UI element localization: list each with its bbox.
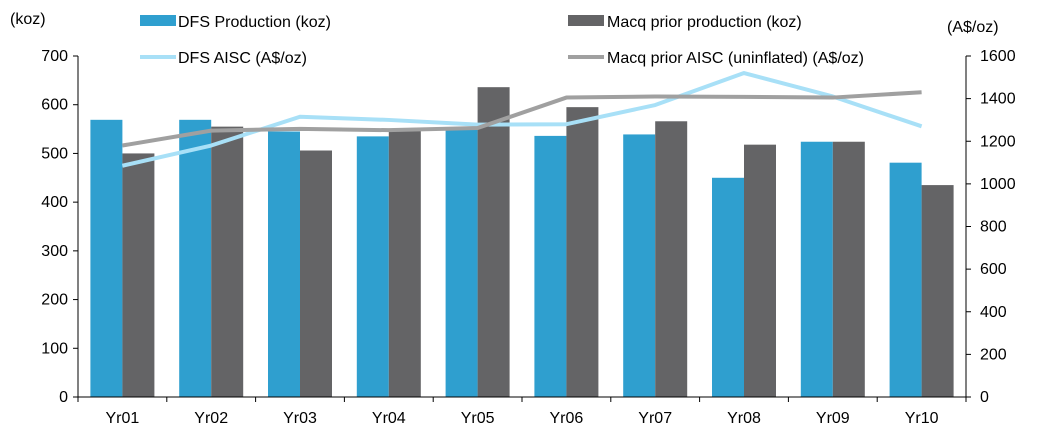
left-axis-label: (koz) [10,11,46,28]
bar-dfs-production-yr03 [268,131,300,397]
left-tick-label: 100 [41,340,68,357]
left-tick-label: 400 [41,194,68,211]
legend-swatch-dfs-production [140,15,176,26]
left-tick-label: 600 [41,97,68,114]
bar-macq-production-yr06 [566,107,599,398]
legend-label-dfs-aisc: DFS AISC (A$/oz) [178,50,307,67]
left-tick-label: 300 [41,243,68,260]
right-tick-label: 1000 [980,176,1016,193]
x-tick-label-yr07: Yr07 [638,410,672,427]
plot-area: 0 100 200 300 400 500 600 700 0 200 400 600 800 1000 1… [41,48,1015,427]
bar-dfs-production-yr01 [90,119,123,398]
x-tick-label-yr04: Yr04 [372,410,406,427]
line-macq-aisc [122,90,922,148]
left-tick-label: 200 [41,292,68,309]
bar-dfs-production-yr07 [623,134,656,397]
legend-label-macq-aisc: Macq prior AISC (uninflated) (A$/oz) [607,50,864,67]
right-tick-label: 600 [980,261,1007,278]
left-tick-label: 0 [59,389,68,406]
bar-macq-production-yr07 [655,121,688,397]
bar-dfs-production-yr08 [712,177,744,397]
legend-swatch-macq-production [568,15,604,26]
x-tick-label-yr10: Yr10 [905,410,939,427]
right-tick-label: 400 [980,304,1007,321]
bar-macq-production-yr04 [388,129,421,398]
x-tick-label-yr03: Yr03 [283,410,317,427]
bar-macq-production-yr03 [300,150,332,397]
bar-macq-production-yr02 [211,126,244,397]
right-tick-label: 0 [980,389,989,406]
right-axis-label: (A$/oz) [947,19,999,36]
bar-dfs-production-yr04 [356,136,389,397]
x-tick-label-yr08: Yr08 [727,410,761,427]
x-tick-label-yr06: Yr06 [550,410,584,427]
bar-macq-production-yr09 [832,141,865,397]
x-tick-label-yr09: Yr09 [816,410,850,427]
bar-macq-production-yr05 [477,87,510,398]
legend: DFS Production (koz) Macq prior producti… [140,14,864,67]
bar-macq-production-yr10 [921,185,954,397]
right-tick-label: 800 [980,219,1007,236]
x-tick-label-yr02: Yr02 [194,410,228,427]
bar-dfs-production-yr02 [179,119,212,398]
right-tick-label: 1200 [980,133,1016,150]
left-tick-label: 500 [41,145,68,162]
bar-macq-production-yr08 [744,144,776,397]
bar-dfs-production-yr05 [445,129,478,398]
legend-label-dfs-production: DFS Production (koz) [178,14,331,31]
right-tick-label: 1600 [980,48,1016,65]
left-tick-label: 700 [41,48,68,65]
right-tick-label: 200 [980,346,1007,363]
bar-dfs-production-yr09 [800,141,833,397]
bar-macq-production-yr01 [122,153,155,397]
legend-label-macq-production: Macq prior production (koz) [607,14,802,31]
bar-dfs-production-yr10 [889,162,922,397]
x-tick-label-yr01: Yr01 [106,410,140,427]
bar-dfs-production-yr06 [534,135,567,398]
right-tick-label: 1400 [980,91,1016,108]
x-tick-label-yr05: Yr05 [461,410,495,427]
